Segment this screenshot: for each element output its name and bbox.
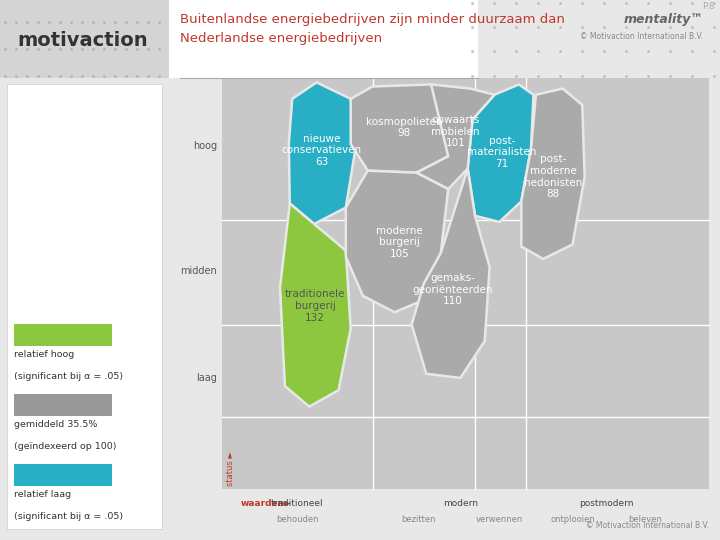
Text: gemiddeld 35.5%: gemiddeld 35.5% [14,420,97,429]
Bar [14,464,112,486]
Text: modern: modern [443,500,478,509]
Text: opwaarts
mobielen
101: opwaarts mobielen 101 [431,115,480,148]
Text: P.8: P.8 [702,2,714,11]
Polygon shape [280,204,351,407]
Polygon shape [416,84,495,189]
Text: midden: midden [181,266,217,276]
Text: moderne
burgerij
105: moderne burgerij 105 [376,226,423,259]
Text: (significant bij α = .05): (significant bij α = .05) [14,372,122,381]
Text: post-
moderne
hedonisten
88: post- moderne hedonisten 88 [524,154,582,199]
Text: gemaks-
georiënteerden
110: gemaks- georiënteerden 110 [413,273,493,306]
Bar [6,84,163,529]
Text: relatief hoog: relatief hoog [14,350,73,359]
Text: postmodern: postmodern [580,500,634,509]
Text: (significant bij α = .05): (significant bij α = .05) [14,512,122,521]
Text: traditionele
burgerij
132: traditionele burgerij 132 [285,289,346,323]
Text: mentality™: mentality™ [624,14,703,26]
Text: traditioneel: traditioneel [270,500,323,509]
Polygon shape [346,171,448,312]
Text: hoog: hoog [193,141,217,151]
Text: bezitten: bezitten [402,515,436,524]
Text: post-
materialisten
71: post- materialisten 71 [467,136,536,169]
Text: Buitenlandse energiebedrijven zijn minder duurzaam dan: Buitenlandse energiebedrijven zijn minde… [180,14,565,26]
Polygon shape [351,84,456,173]
Bar [222,78,709,489]
Bar [14,394,112,416]
Bar [14,324,112,346]
Text: ontplooien: ontplooien [550,515,595,524]
Polygon shape [412,168,490,378]
Text: nieuwe
conservatieven
63: nieuwe conservatieven 63 [282,133,361,167]
Bar [0,0,169,78]
Text: verwennen: verwennen [476,515,523,524]
Text: © Motivaction International B.V.: © Motivaction International B.V. [580,32,703,42]
Text: beleven: beleven [629,515,662,524]
Text: status ►: status ► [226,451,235,486]
Text: relatief laag: relatief laag [14,490,71,500]
Bar [169,0,477,78]
Polygon shape [521,89,585,259]
Polygon shape [289,83,356,224]
Text: waarden►: waarden► [241,500,292,509]
Text: kosmopolieten
98: kosmopolieten 98 [366,117,443,138]
Polygon shape [468,84,534,222]
Text: Nederlandse energiebedrijven: Nederlandse energiebedrijven [180,32,382,45]
Text: (geïndexeerd op 100): (geïndexeerd op 100) [14,442,116,451]
Text: laag: laag [197,373,217,383]
Text: behouden: behouden [276,515,318,524]
Text: motivaction: motivaction [17,31,148,50]
Text: © Motivaction International B.V.: © Motivaction International B.V. [586,521,709,530]
